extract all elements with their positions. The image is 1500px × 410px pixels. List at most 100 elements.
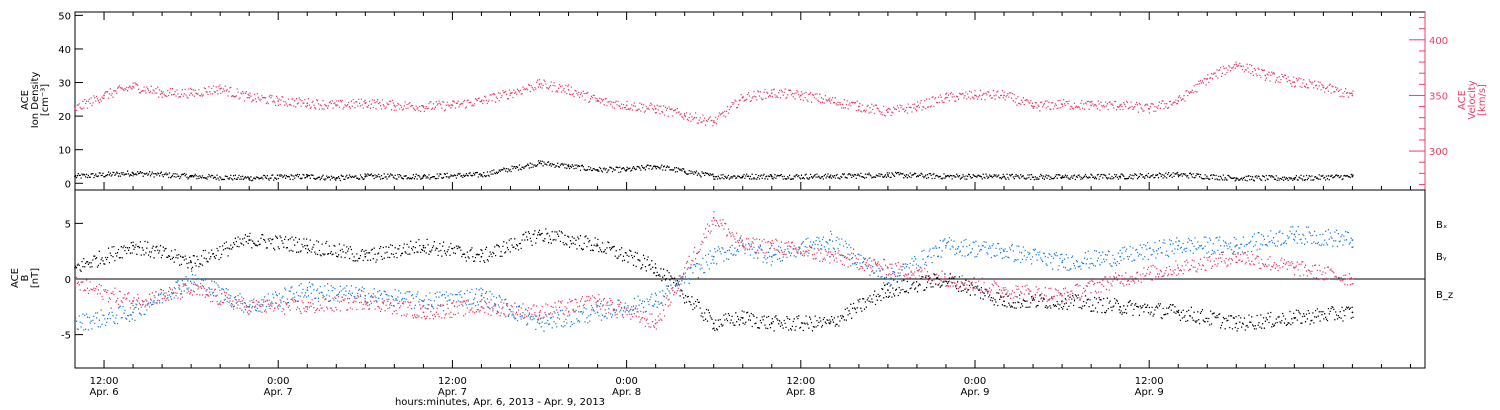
x-tick-time: 12:00 bbox=[786, 376, 815, 387]
by-series-point bbox=[364, 294, 367, 297]
velocity-series-point bbox=[335, 104, 338, 107]
bottom-minor-ticks bbox=[74, 360, 1411, 368]
bx-series-points bbox=[75, 228, 1354, 332]
x-tick-date: Apr. 9 bbox=[1135, 387, 1164, 398]
by-series-point bbox=[887, 278, 889, 280]
by-series-point bbox=[74, 322, 76, 325]
bz-series-point bbox=[538, 311, 541, 314]
velocity-series-point bbox=[364, 102, 367, 105]
bz-series-point bbox=[1351, 278, 1354, 280]
x-tick-date: Apr. 9 bbox=[960, 387, 989, 398]
bz-series-point bbox=[828, 255, 831, 258]
velocity-series-point bbox=[132, 85, 134, 88]
bottom-series bbox=[74, 211, 1354, 332]
velocity-series-point bbox=[1351, 94, 1354, 97]
top-minor-ticks bbox=[74, 12, 1411, 190]
top-left-ylabel: ACEIon Density[cm⁻³] bbox=[20, 72, 51, 129]
x-tick-time: 0:00 bbox=[964, 376, 986, 387]
velocity-series-point bbox=[1003, 94, 1005, 97]
top-left-axis: 0 10 20 30 40 50 bbox=[58, 11, 83, 190]
bx-series-point bbox=[712, 322, 715, 325]
density-series-point bbox=[596, 168, 599, 171]
velocity-series-point bbox=[422, 105, 425, 108]
bz-series-point bbox=[1177, 266, 1180, 269]
x-tick-date: Apr. 8 bbox=[786, 387, 815, 398]
x-tick-time: 12:00 bbox=[1135, 376, 1164, 387]
bz-series-point bbox=[1293, 266, 1296, 269]
density-series bbox=[74, 160, 1354, 182]
density-series-point bbox=[480, 173, 483, 176]
ylabel-line: [nT] bbox=[30, 268, 41, 288]
bx-series-point bbox=[422, 244, 425, 247]
bx-series-point bbox=[1119, 305, 1122, 308]
density-series-point bbox=[335, 177, 338, 180]
bz-series-point bbox=[596, 300, 599, 303]
ylabel-line: ACE bbox=[1457, 90, 1468, 110]
by-series-point bbox=[1293, 233, 1296, 236]
velocity-series-point bbox=[161, 92, 163, 95]
by-series-point bbox=[945, 244, 947, 247]
by-series-point bbox=[422, 300, 425, 303]
velocity-series-point bbox=[1090, 104, 1093, 107]
velocity-series-point bbox=[103, 94, 105, 97]
y-tick-label: 350 bbox=[1429, 91, 1448, 102]
bz-series bbox=[74, 211, 1354, 330]
legend-Bz: B_z bbox=[1436, 290, 1453, 301]
velocity-series-point bbox=[1119, 104, 1122, 107]
velocity-series-point bbox=[1177, 100, 1180, 102]
velocity-series-point bbox=[828, 100, 831, 102]
velocity-series-points bbox=[75, 61, 1354, 127]
y-tick-label: 300 bbox=[1429, 147, 1448, 158]
velocity-series-point bbox=[219, 87, 222, 90]
velocity-series-point bbox=[1235, 63, 1238, 66]
x-tick-time: 12:00 bbox=[438, 376, 467, 387]
bottom-left-axis: -5 0 5 bbox=[61, 219, 83, 342]
bx-series-point bbox=[74, 266, 76, 269]
by-series-point bbox=[1177, 244, 1180, 247]
bx-series-point bbox=[364, 255, 367, 258]
density-series-point bbox=[132, 172, 134, 175]
density-series-point bbox=[248, 177, 251, 180]
bx-series-point bbox=[538, 233, 541, 236]
by-series-point bbox=[538, 322, 541, 325]
velocity-series-point bbox=[654, 107, 657, 110]
bx-series-point bbox=[828, 322, 831, 325]
y-tick-label: 0 bbox=[65, 179, 71, 190]
y-tick-label: 5 bbox=[65, 219, 71, 230]
density-series-point bbox=[654, 165, 657, 168]
velocity-series-point bbox=[770, 92, 773, 95]
density-series-point bbox=[625, 168, 628, 171]
by-series-point bbox=[190, 278, 193, 280]
by-series-point bbox=[306, 289, 309, 292]
by-series-point bbox=[596, 311, 599, 314]
bz-series-point bbox=[887, 266, 889, 269]
bz-series-point bbox=[422, 311, 425, 314]
density-series-point bbox=[364, 175, 367, 178]
by-series-points bbox=[75, 226, 1354, 332]
velocity-series-point bbox=[190, 92, 193, 95]
velocity-series bbox=[74, 61, 1354, 127]
x-tick-date: Apr. 8 bbox=[612, 387, 641, 398]
bx-series-point bbox=[190, 261, 193, 264]
x-tick-date: Apr. 6 bbox=[89, 387, 118, 398]
bz-series-point bbox=[770, 244, 773, 247]
ylabel-line: ACE bbox=[20, 90, 31, 110]
bz-series-point bbox=[741, 244, 744, 247]
bz-series-point bbox=[132, 300, 134, 303]
velocity-series-point bbox=[248, 96, 251, 99]
velocity-series-point bbox=[74, 107, 76, 110]
density-series-point bbox=[712, 175, 715, 178]
bottom-left-ylabel: ACEB[nT] bbox=[10, 268, 41, 288]
velocity-series-point bbox=[277, 100, 280, 102]
legend-By: Bᵧ bbox=[1436, 252, 1447, 263]
legend: Bₓ Bᵧ B_z bbox=[1436, 220, 1453, 301]
bx-series-point bbox=[248, 239, 251, 241]
bx-series-point bbox=[770, 322, 773, 325]
bx-series-point bbox=[1177, 311, 1180, 314]
ylabel-line: Ion Density bbox=[30, 72, 41, 129]
velocity-series-point bbox=[538, 83, 541, 86]
by-series-point bbox=[654, 300, 657, 303]
by-series-point bbox=[828, 239, 831, 241]
bx-series-point bbox=[480, 255, 483, 258]
